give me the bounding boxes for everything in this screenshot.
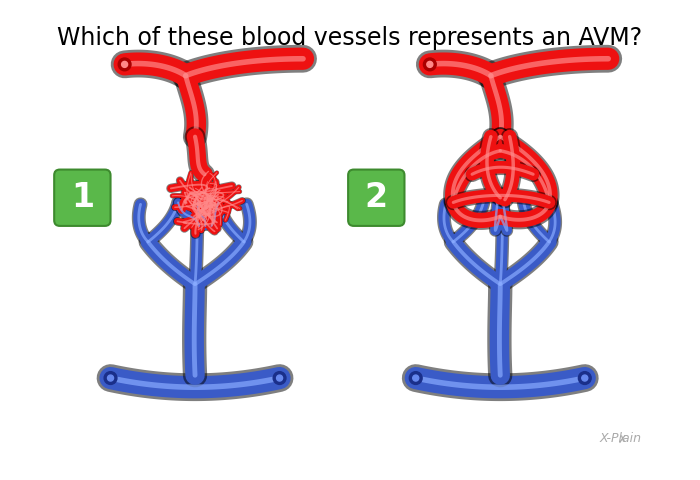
Circle shape (582, 375, 588, 381)
Text: 2: 2 (365, 181, 388, 214)
Circle shape (410, 372, 422, 384)
Text: Which of these blood vessels represents an AVM?: Which of these blood vessels represents … (57, 26, 643, 50)
Circle shape (118, 58, 131, 71)
Circle shape (427, 61, 433, 67)
Circle shape (578, 372, 592, 384)
Circle shape (413, 375, 419, 381)
Text: 1: 1 (71, 181, 94, 214)
Circle shape (424, 58, 436, 71)
Circle shape (108, 375, 113, 381)
Circle shape (104, 372, 117, 384)
Circle shape (273, 372, 286, 384)
FancyBboxPatch shape (54, 169, 111, 226)
FancyBboxPatch shape (348, 169, 405, 226)
Circle shape (276, 375, 283, 381)
Text: ✗: ✗ (617, 435, 627, 445)
Text: X-Plain: X-Plain (599, 432, 641, 445)
Circle shape (122, 61, 127, 67)
